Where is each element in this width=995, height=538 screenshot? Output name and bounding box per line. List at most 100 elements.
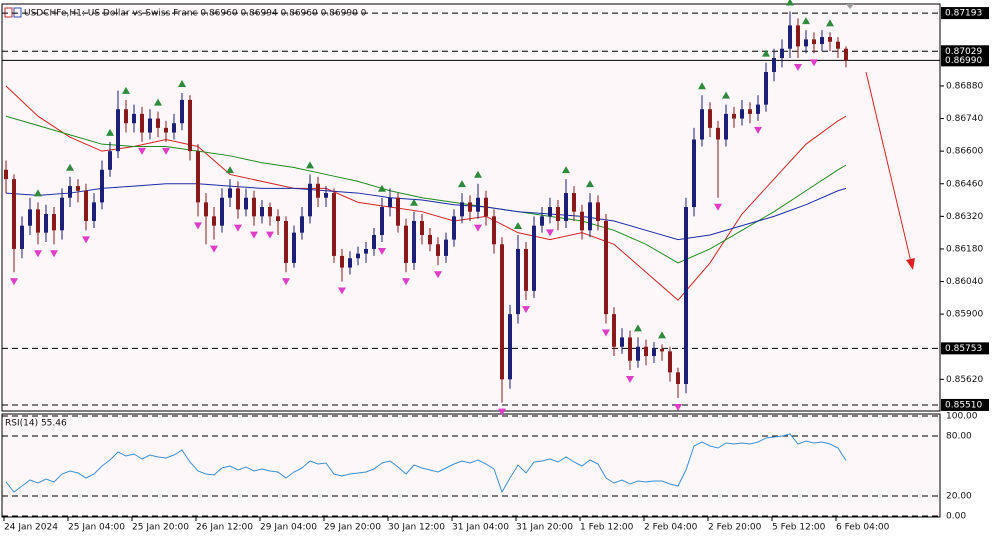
fractal-up: [66, 163, 74, 171]
candle-body: [180, 99, 184, 124]
candle-body: [732, 113, 736, 119]
candle-body: [348, 258, 352, 268]
candle-body: [524, 248, 528, 291]
candle-body: [628, 337, 632, 361]
x-tick-label: 1 Feb 12:00: [580, 523, 634, 533]
candle-body: [364, 248, 368, 254]
fractal-down: [714, 203, 722, 211]
candle-body: [220, 197, 224, 226]
candle-body: [300, 216, 304, 233]
fractal-down: [10, 278, 18, 286]
rsi-tick-label: 20.00: [946, 492, 972, 502]
fractal-up: [378, 184, 386, 192]
candle-body: [420, 221, 424, 235]
candle-body: [812, 39, 816, 45]
candle-body: [700, 109, 704, 140]
candle-body: [684, 207, 688, 384]
fractal-down: [626, 376, 634, 384]
candle-body: [500, 244, 504, 380]
fractal-down: [82, 236, 90, 244]
candle-body: [492, 216, 496, 245]
fractal-up: [458, 180, 466, 188]
fractal-down: [338, 287, 346, 295]
candle-body: [412, 221, 416, 263]
candle-body: [28, 209, 32, 226]
candle-body: [68, 186, 72, 198]
candle-body: [460, 202, 464, 217]
icon: [13, 7, 22, 18]
candle-body: [468, 202, 472, 212]
y-tick-label: 0.86880: [946, 81, 983, 91]
candle-body: [244, 197, 248, 210]
candle-body: [340, 255, 344, 268]
x-tick-label: 31 Jan 20:00: [516, 523, 573, 533]
fractal-down: [210, 245, 218, 253]
candle-body: [20, 225, 24, 249]
candle-body: [580, 211, 584, 231]
x-tick-label: 24 Jan 2024: [4, 523, 58, 533]
candle-body: [316, 183, 320, 198]
candle-body: [556, 207, 560, 222]
fractal-up: [826, 19, 834, 27]
fractal-up: [474, 170, 482, 178]
x-tick-label: 5 Feb 12:00: [772, 523, 826, 533]
candle-body: [740, 109, 744, 119]
moving-average: [5, 115, 847, 264]
x-tick-label: 31 Jan 04:00: [452, 523, 509, 533]
fractal-down: [474, 224, 482, 232]
candle-body: [716, 127, 720, 140]
candle-body: [604, 221, 608, 315]
candle-body: [44, 214, 48, 233]
fractal-up: [586, 180, 594, 188]
candle-body: [540, 216, 544, 226]
rsi-tick-label: 100.00: [946, 412, 978, 422]
candle-body: [724, 113, 728, 140]
rsi-tick-label: 0.00: [946, 512, 966, 522]
fractal-down: [402, 278, 410, 286]
candle-body: [388, 197, 392, 208]
rsi-label: RSI(14) 55.46: [5, 419, 67, 429]
level-label: 0.87193: [945, 9, 982, 19]
candle-body: [396, 197, 400, 226]
icon: [4, 7, 13, 18]
candle-body: [676, 372, 680, 384]
candle-body: [236, 188, 240, 210]
candle-body: [564, 193, 568, 222]
fractal-up: [106, 128, 114, 136]
fractal-up: [122, 86, 130, 94]
x-tick-label: 29 Jan 20:00: [324, 523, 381, 533]
candle-body: [124, 109, 128, 124]
candle-body: [436, 244, 440, 256]
candle-body: [708, 109, 712, 128]
fractal-up: [562, 166, 570, 174]
candle-body: [132, 113, 136, 124]
candle-body: [60, 197, 64, 231]
candle-body: [644, 346, 648, 357]
fractal-up: [634, 324, 642, 332]
candle-body: [268, 207, 272, 217]
fractal-down: [234, 224, 242, 232]
x-tick-label: 25 Jan 20:00: [132, 523, 189, 533]
candle-body: [508, 314, 512, 380]
candle-body: [764, 71, 768, 105]
fractal-up: [514, 221, 522, 229]
candle-body: [796, 25, 800, 47]
last-price-label: 0.86990: [945, 56, 982, 66]
candle-body: [292, 232, 296, 263]
fractal-up: [658, 331, 666, 339]
fractal-down: [50, 250, 58, 258]
candle-body: [588, 202, 592, 231]
candle-body: [164, 127, 168, 133]
candle-body: [452, 216, 456, 240]
candle-body: [100, 169, 104, 203]
chart-title: USDCHFe,H1: US Dollar vs Swiss Franc 0.8…: [24, 9, 367, 19]
candle-body: [828, 37, 832, 42]
candle-body: [572, 193, 576, 212]
candle-body: [52, 214, 56, 231]
candle-body: [276, 216, 280, 222]
candle-body: [660, 349, 664, 352]
candle-body: [652, 349, 656, 357]
candle-body: [428, 234, 432, 245]
